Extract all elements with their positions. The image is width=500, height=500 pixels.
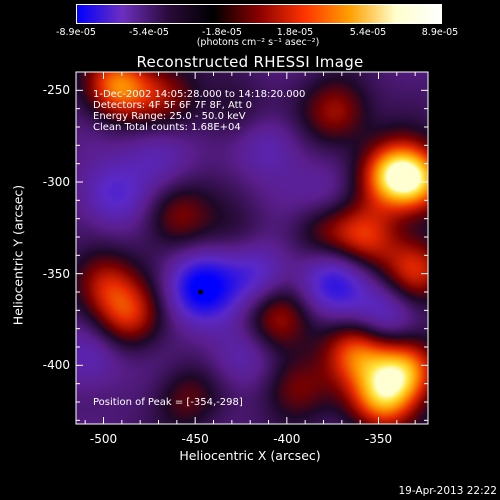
y-tick-label: -350 [42, 266, 70, 281]
colorbar-tick-label: -1.8e-05 [202, 27, 242, 38]
x-tick-label: -350 [364, 432, 393, 446]
colorbar-unit-label: (photons cm⁻² s⁻¹ asec⁻²) [196, 37, 320, 48]
x-tick-label: -500 [89, 432, 118, 446]
heatmap-image [76, 72, 428, 424]
colorbar-tick-label: 8.9e-05 [421, 27, 459, 38]
colorbar-tick-label: -8.9e-05 [56, 27, 96, 38]
y-tick-label: -250 [42, 83, 70, 98]
annotation-detectors: Detectors: 4F 5F 6F 7F 8F, Att 0 [93, 100, 253, 111]
colorbar-tick-label: -5.4e-05 [129, 27, 169, 38]
y-axis-label: Heliocentric Y (arcsec) [10, 184, 26, 326]
y-tick-label: -300 [42, 175, 70, 189]
x-tick-label: -400 [273, 432, 301, 446]
x-axis-label: Heliocentric X (arcsec) [179, 448, 321, 463]
chart-title: Reconstructed RHESSI Image [136, 53, 364, 71]
colorbar [76, 4, 442, 24]
colorbar-tick-label: 1.8e-05 [276, 27, 314, 38]
colorbar-tick-label: 5.4e-05 [349, 27, 387, 38]
annotation-clean-counts: Clean Total counts: 1.68E+04 [93, 122, 241, 133]
annotation-peak-position: Position of Peak = [-354,-298] [93, 397, 243, 408]
x-tick-label: -450 [181, 432, 209, 446]
peak-marker [198, 289, 204, 295]
annotation-energy-range: Energy Range: 25.0 - 50.0 keV [93, 111, 246, 122]
y-tick-label: -400 [42, 358, 70, 373]
footer-date: 19-Apr-2013 22:22 [398, 485, 497, 497]
plot-frame [75, 71, 429, 425]
annotation-time-range: 1-Dec-2002 14:05:28.000 to 14:18:20.000 [93, 89, 306, 100]
